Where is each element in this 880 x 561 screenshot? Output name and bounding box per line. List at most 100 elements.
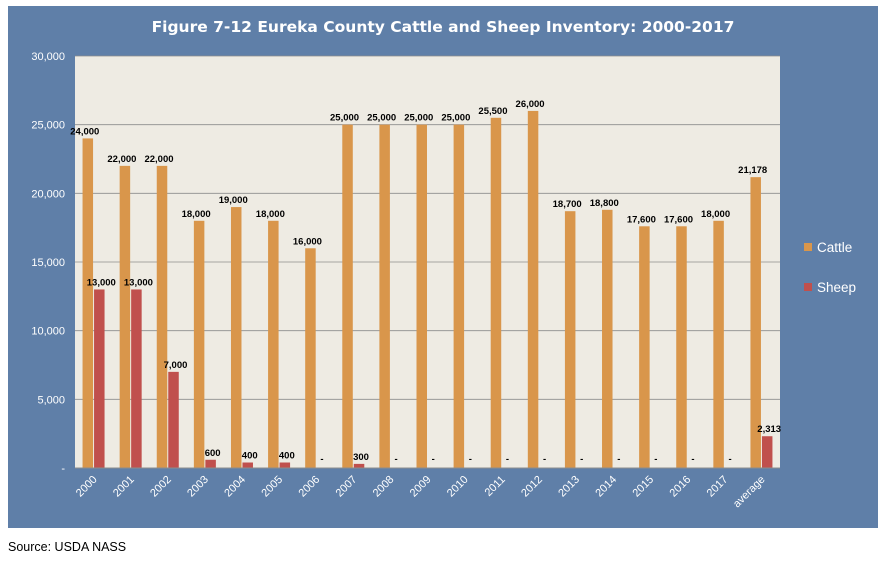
data-label-cattle: 18,700: [553, 199, 582, 210]
y-tick-label: 5,000: [37, 394, 65, 406]
data-label-sheep: -: [729, 454, 732, 465]
legend-label-cattle: Cattle: [817, 240, 853, 255]
y-tick-label: 20,000: [31, 188, 65, 200]
y-tick-label: 25,000: [31, 120, 65, 132]
data-label-sheep: -: [691, 454, 694, 465]
bar-sheep: [761, 436, 773, 468]
bar-sheep: [242, 462, 253, 468]
bar-cattle: [230, 207, 242, 469]
bar-sheep: [279, 462, 291, 468]
bar-cattle: [527, 110, 539, 468]
data-label-sheep: 300: [353, 452, 369, 463]
bar-sheep: [205, 459, 216, 468]
bar-cattle: [416, 124, 427, 469]
bar-cattle: [119, 165, 131, 468]
chart-svg: - 5,000 10,000 15,000 20,000 25,000 30,000 24,0…: [31, 51, 781, 511]
bar-sheep: [168, 371, 179, 468]
bar-cattle: [602, 209, 613, 468]
bar-cattle: [305, 248, 316, 468]
y-tick-label: 15,000: [31, 257, 65, 269]
legend-item-cattle: Cattle: [804, 240, 852, 255]
data-label-cattle: 17,600: [664, 214, 693, 225]
data-label-sheep: -: [432, 454, 435, 465]
source-note: Source: USDA NASS: [8, 540, 127, 554]
bar-cattle: [156, 165, 168, 468]
x-tick-label: average: [731, 474, 768, 511]
data-label-cattle: 19,000: [219, 195, 248, 206]
y-tick-label: -: [61, 463, 65, 475]
data-label-cattle: 18,000: [701, 209, 730, 220]
legend-item-sheep: Sheep: [804, 280, 856, 295]
x-tick-label: 2008: [371, 474, 397, 500]
data-label-sheep: 400: [279, 451, 295, 462]
bar-cattle: [193, 220, 205, 468]
x-tick-label: 2000: [74, 474, 100, 500]
data-label-sheep: -: [469, 454, 472, 465]
x-tick-label: 2013: [556, 474, 582, 500]
bar-cattle: [490, 117, 502, 469]
data-label-sheep: -: [320, 454, 323, 465]
x-tick-label: 2010: [445, 474, 471, 500]
bar-cattle: [82, 138, 94, 468]
data-label-cattle: 25,000: [404, 113, 433, 124]
x-tick-label: 2017: [705, 474, 731, 500]
data-label-cattle: 22,000: [144, 154, 173, 165]
bar-cattle: [713, 220, 724, 468]
y-tick-label: 10,000: [31, 326, 65, 338]
bar-sheep: [353, 463, 365, 468]
x-tick-label: 2003: [185, 474, 211, 500]
data-label-cattle: 16,000: [293, 236, 322, 247]
data-label-cattle: 18,000: [256, 209, 285, 220]
legend-swatch-cattle: [804, 243, 812, 251]
bar-cattle: [268, 220, 279, 468]
bar-cattle: [750, 177, 761, 469]
data-label-sheep: -: [506, 454, 509, 465]
data-label-cattle: 17,600: [627, 214, 656, 225]
data-label-cattle: 25,000: [330, 113, 359, 124]
legend-swatch-sheep: [804, 283, 812, 291]
bar-cattle: [379, 124, 390, 469]
data-label-cattle: 26,000: [516, 99, 545, 110]
data-label-cattle: 24,000: [70, 126, 99, 137]
x-tick-label: 2011: [483, 474, 508, 499]
data-label-sheep: -: [580, 454, 583, 465]
bar-cattle: [342, 124, 353, 469]
data-label-cattle: 25,000: [367, 113, 396, 124]
bar-cattle: [639, 226, 650, 468]
bar-sheep: [131, 289, 142, 468]
data-label-sheep: 2,313: [757, 424, 781, 435]
data-label-sheep: 13,000: [124, 277, 153, 288]
chart-title: Figure 7-12 Eureka County Cattle and She…: [151, 18, 735, 36]
data-label-sheep: -: [654, 454, 657, 465]
x-tick-label: 2016: [668, 474, 694, 500]
data-label-sheep: 7,000: [164, 360, 188, 371]
data-label-cattle: 18,800: [590, 198, 619, 209]
bar-cattle: [564, 211, 576, 469]
data-label-sheep: -: [395, 454, 398, 465]
bar-cattle: [453, 124, 465, 469]
data-label-cattle: 21,178: [738, 165, 767, 176]
x-tick-label: 2004: [222, 474, 248, 500]
data-label-sheep: -: [543, 454, 546, 465]
x-tick-label: 2015: [630, 474, 656, 500]
data-label-sheep: 400: [242, 451, 258, 462]
data-label-cattle: 18,000: [182, 209, 211, 220]
data-label-sheep: 600: [205, 448, 221, 459]
bar-cattle: [676, 226, 687, 468]
data-label-cattle: 22,000: [107, 154, 136, 165]
data-label-cattle: 25,500: [478, 106, 507, 117]
x-tick-label: 2006: [297, 474, 323, 500]
x-tick-label: 2012: [519, 474, 545, 500]
x-tick-label: 2001: [111, 474, 137, 500]
chart-frame: - 5,000 10,000 15,000 20,000 25,000 30,000 24,0…: [8, 6, 878, 528]
x-tick-label: 2007: [334, 474, 360, 500]
y-tick-label: 30,000: [31, 51, 65, 63]
legend-label-sheep: Sheep: [817, 280, 857, 295]
x-tick-label: 2014: [593, 474, 619, 500]
data-label-sheep: -: [617, 454, 620, 465]
x-tick-label: 2002: [148, 474, 174, 500]
data-label-cattle: 25,000: [441, 113, 470, 124]
data-label-sheep: 13,000: [87, 277, 116, 288]
x-tick-label: 2009: [408, 474, 434, 500]
x-tick-label: 2005: [259, 474, 285, 500]
